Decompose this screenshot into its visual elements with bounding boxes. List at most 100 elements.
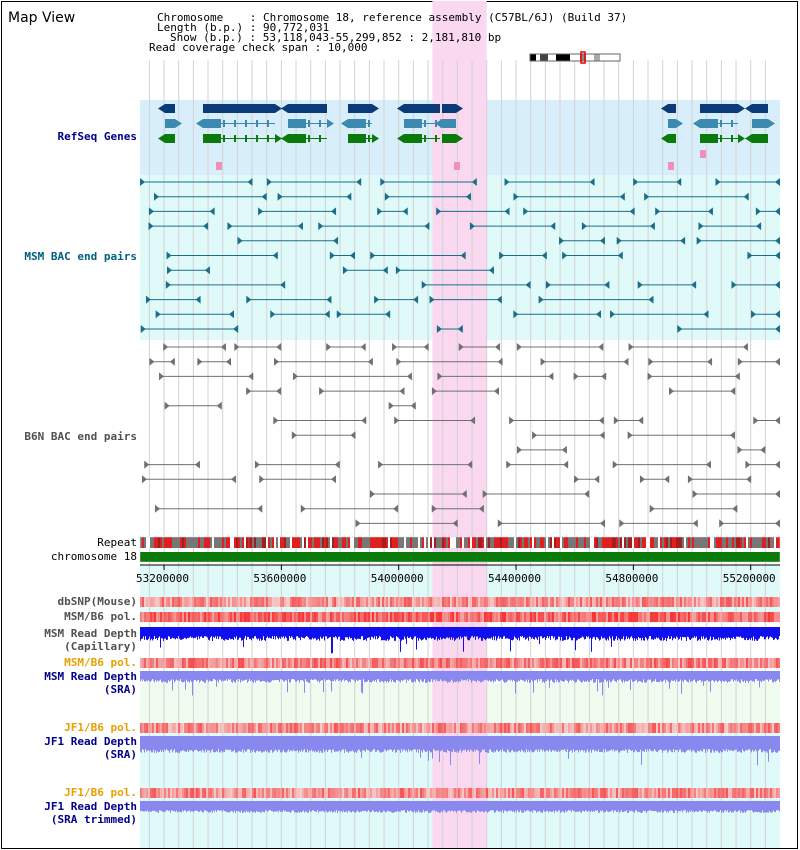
- jf1-b6-pol-cell: [208, 723, 210, 733]
- jf1-trim-depth-bar: [556, 801, 557, 812]
- msm-b6-pol-cell: [356, 612, 358, 622]
- jf1-b6-pol-cell: [642, 723, 644, 733]
- jf1-trim-depth-bar: [713, 801, 714, 812]
- msm-cap-depth-bar: [145, 627, 146, 637]
- jf1-b6-pol2-cell: [744, 788, 746, 798]
- msm-cap-depth-bar: [229, 627, 230, 639]
- jf1-sra-depth-bar: [437, 736, 438, 751]
- msm-cap-depth-bar: [468, 627, 469, 641]
- msm-sra-depth-bar: [366, 671, 367, 683]
- jf1-sra-depth-bar: [200, 736, 201, 751]
- repeat-segment: [254, 537, 256, 548]
- dbsnp-cell: [634, 597, 636, 607]
- msm-b6-pol-cell: [250, 612, 252, 622]
- msm-b6-pol-cell: [268, 612, 270, 622]
- jf1-b6-pol-cell: [670, 723, 672, 733]
- b6n-bac-end: [775, 519, 780, 528]
- b6n-bac-end: [369, 490, 375, 498]
- msm-sra-depth-bar: [434, 671, 435, 680]
- jf1-trim-depth-bar: [757, 801, 758, 813]
- jf1-b6-pol-cell: [622, 723, 624, 733]
- jf1-trim-depth-bar: [481, 801, 482, 812]
- jf1-b6-pol2-cell: [302, 788, 304, 798]
- msm-cap-depth-bar: [728, 627, 729, 638]
- b6n-bac-end: [506, 460, 512, 469]
- dbsnp-cell: [210, 597, 212, 607]
- msm-b6-pol2-cell: [308, 658, 310, 668]
- msm-sra-depth-bar: [261, 671, 262, 682]
- jf1-b6-pol2-cell: [166, 788, 168, 798]
- msm-cap-depth-bar: [668, 627, 669, 637]
- msm-cap-depth-bar: [593, 627, 594, 637]
- msm-b6-pol-cell: [610, 612, 612, 622]
- jf1-trim-depth-bar: [159, 801, 160, 811]
- msm-cap-depth-bar: [377, 627, 378, 640]
- jf1-sra-depth-bar: [210, 736, 211, 753]
- jf1-sra-depth-bar: [316, 736, 317, 753]
- dbsnp-cell: [220, 597, 222, 607]
- jf1-b6-pol-cell: [558, 723, 560, 733]
- refseq-gene: [442, 104, 456, 113]
- msm-cap-depth-bar: [770, 627, 771, 637]
- msm-cap-depth-bar: [360, 627, 361, 640]
- jf1-sra-depth-bar: [329, 736, 330, 750]
- msm-b6-pol-cell: [662, 612, 664, 622]
- jf1-sra-depth-bar: [331, 736, 332, 753]
- jf1-trim-depth-bar: [770, 801, 771, 813]
- dbsnp-cell: [310, 597, 312, 607]
- msm-sra-depth-bar: [464, 671, 465, 680]
- dbsnp-cell: [450, 597, 452, 607]
- msm-sra-depth-bar: [491, 671, 492, 682]
- jf1-b6-pol2-cell: [186, 788, 188, 798]
- dbsnp-cell: [282, 597, 284, 607]
- jf1-b6-pol-cell: [192, 723, 194, 733]
- msm-sra-depth-bar: [705, 671, 706, 682]
- jf1-sra-depth-bar: [342, 736, 343, 750]
- jf1-sra-depth-bar: [344, 736, 345, 753]
- jf1-b6-pol2-cell: [746, 788, 748, 798]
- msm-sra-depth-bar: [399, 671, 400, 682]
- jf1-trim-depth-bar: [724, 801, 725, 811]
- jf1-b6-pol-cell: [556, 723, 558, 733]
- msm-cap-depth-bar: [429, 627, 430, 639]
- msm-cap-depth-bar: [743, 627, 744, 638]
- msm-cap-depth-bar: [566, 627, 567, 637]
- msm-b6-pol2-cell: [428, 658, 430, 668]
- msm-bac-end: [402, 207, 408, 216]
- msm-bac-end: [227, 222, 233, 231]
- jf1-b6-pol-cell: [482, 723, 484, 733]
- jf1-trim-depth-bar: [685, 801, 686, 811]
- jf1-b6-pol-cell: [254, 723, 256, 733]
- jf1-b6-pol-cell: [378, 723, 380, 733]
- jf1-sra-depth-bar: [668, 736, 669, 752]
- jf1-sra-depth-bar: [420, 736, 421, 758]
- jf1-b6-pol2-cell: [206, 788, 208, 798]
- jf1-trim-depth-bar: [720, 801, 721, 811]
- repeat-segment: [776, 537, 778, 548]
- msm-b6-pol-cell: [474, 612, 476, 622]
- jf1-sra-depth-bar: [242, 736, 243, 750]
- msm-sra-depth-bar: [709, 671, 710, 682]
- jf1-sra-depth-bar: [521, 736, 522, 750]
- msm-b6-pol-cell: [282, 612, 284, 622]
- jf1-trim-depth-bar: [349, 801, 350, 812]
- msm-cap-depth-bar: [406, 627, 407, 644]
- msm-b6-pol-cell: [482, 612, 484, 622]
- dbsnp-cell: [354, 597, 356, 607]
- msm-b6-pol2-cell: [660, 658, 662, 668]
- msm-sra-depth-bar: [490, 671, 491, 682]
- msm-sra-depth-bar: [762, 671, 763, 681]
- jf1-sra-depth-bar: [575, 736, 576, 751]
- msm-sra-depth-bar: [306, 671, 307, 682]
- jf1-sra-depth-bar: [410, 736, 411, 750]
- jf1-sra-depth-bar: [449, 736, 450, 751]
- msm-cap-depth-bar: [545, 627, 546, 640]
- msm-cap-depth-bar: [379, 627, 380, 637]
- msm-sra-depth-bar: [647, 671, 648, 681]
- jf1-b6-pol-cell: [774, 723, 776, 733]
- jf1-b6-pol2-cell: [344, 788, 346, 798]
- dbsnp-cell: [338, 597, 340, 607]
- msm-cap-depth-bar: [243, 627, 244, 648]
- msm-bac-end: [559, 236, 565, 245]
